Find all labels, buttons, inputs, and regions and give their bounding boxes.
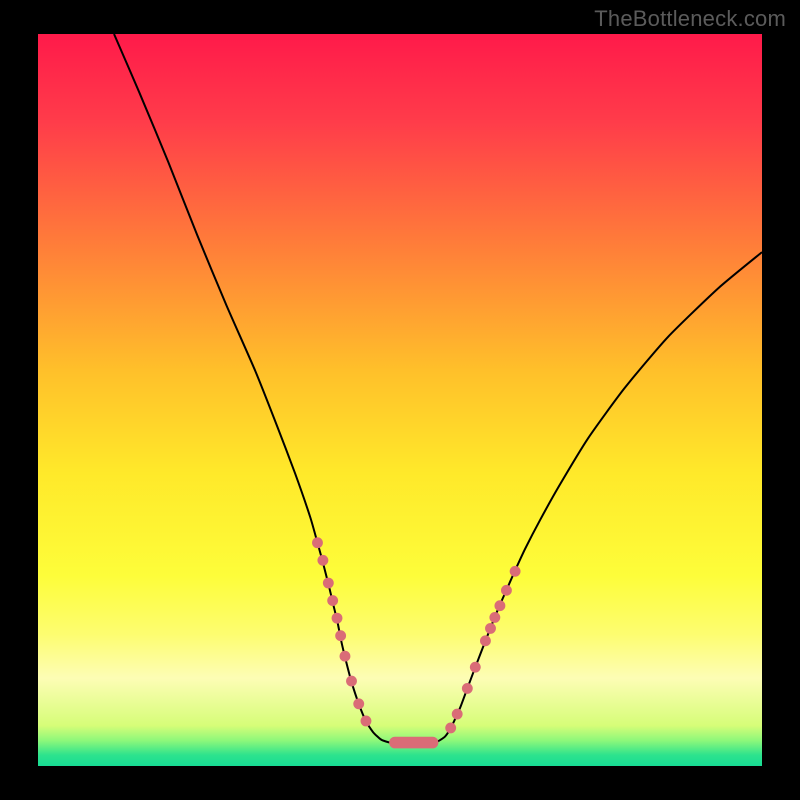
chart-svg [38, 34, 762, 766]
marker-dot-left [353, 698, 364, 709]
marker-dot-left [346, 676, 357, 687]
marker-dot-left [312, 537, 323, 548]
marker-dot-right [445, 723, 456, 734]
marker-dot-right [510, 566, 521, 577]
figure-frame: TheBottleneck.com [0, 0, 800, 800]
marker-dot-right [462, 683, 473, 694]
marker-dot-right [489, 612, 500, 623]
marker-dot-left [332, 613, 343, 624]
marker-flat-bar [389, 737, 438, 749]
marker-dot-left [317, 555, 328, 566]
marker-dot-left [327, 595, 338, 606]
marker-dot-right [480, 635, 491, 646]
marker-dot-right [470, 662, 481, 673]
watermark-text: TheBottleneck.com [594, 6, 786, 32]
marker-dot-left [335, 630, 346, 641]
marker-dot-left [340, 651, 351, 662]
marker-dot-left [323, 578, 334, 589]
gradient-background [38, 34, 762, 766]
marker-dot-left [361, 716, 372, 727]
marker-dot-right [485, 623, 496, 634]
plot-area [38, 34, 762, 766]
marker-dot-right [452, 709, 463, 720]
marker-dot-right [494, 600, 505, 611]
marker-dot-right [501, 585, 512, 596]
